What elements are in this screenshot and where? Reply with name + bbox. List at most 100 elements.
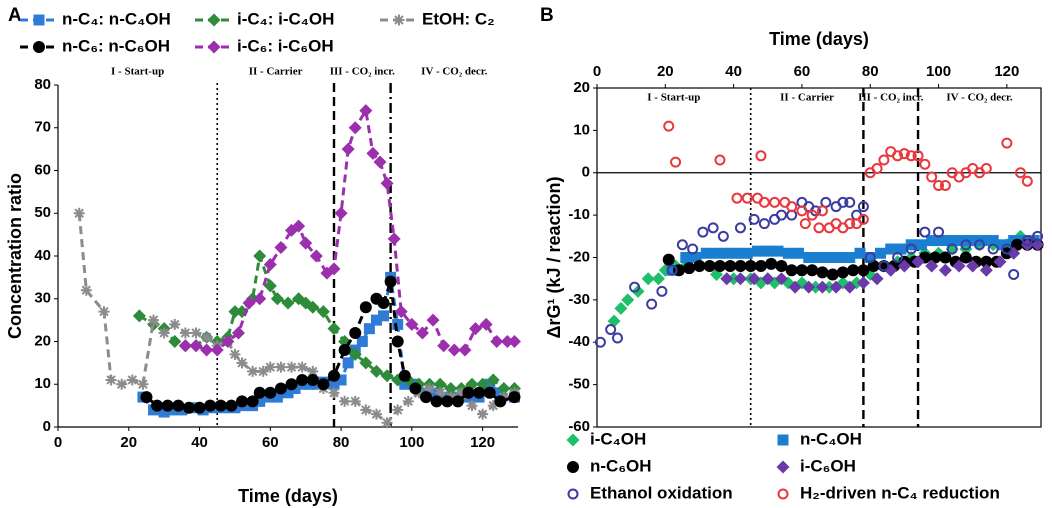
marker xyxy=(306,373,319,386)
marker xyxy=(700,247,712,259)
y-tick-label: -60 xyxy=(568,418,590,435)
phase-label: II - Carrier xyxy=(249,66,303,78)
marker xyxy=(479,317,493,331)
marker xyxy=(802,280,816,294)
marker xyxy=(680,252,692,263)
marker xyxy=(856,276,870,290)
marker xyxy=(952,259,966,273)
x-axis-title: Time (days) xyxy=(769,29,869,49)
marker xyxy=(200,343,214,357)
y-tick-label: 10 xyxy=(573,121,590,138)
legend-label: n-C₆OH xyxy=(590,456,652,475)
marker xyxy=(755,150,767,162)
marker xyxy=(874,247,886,259)
marker xyxy=(752,245,764,257)
marker xyxy=(426,313,440,327)
y-tick-label: 20 xyxy=(34,332,51,349)
marker xyxy=(641,272,655,286)
marker xyxy=(786,201,798,213)
marker xyxy=(437,339,451,353)
legend-label: i-C₄: i-C₄OH xyxy=(237,9,334,28)
marker xyxy=(497,382,511,396)
marker xyxy=(296,373,309,386)
marker xyxy=(857,201,869,213)
marker xyxy=(296,361,308,373)
marker xyxy=(823,252,835,263)
legend-marker xyxy=(207,13,221,27)
legend-marker xyxy=(777,488,789,500)
phase-label: IV - CO₂ decr. xyxy=(946,92,1012,104)
marker xyxy=(281,296,295,310)
marker xyxy=(844,252,856,263)
marker xyxy=(282,387,294,399)
marker xyxy=(741,247,753,259)
marker xyxy=(663,120,675,132)
marker xyxy=(193,401,206,414)
marker xyxy=(707,222,719,234)
marker xyxy=(380,176,394,190)
marker xyxy=(508,391,521,404)
marker xyxy=(788,280,802,294)
marker xyxy=(473,386,486,399)
marker xyxy=(469,322,483,336)
marker xyxy=(189,339,203,353)
marker xyxy=(878,154,890,166)
marker xyxy=(775,209,787,221)
marker xyxy=(378,310,390,322)
marker xyxy=(711,247,723,259)
marker xyxy=(151,399,164,412)
marker xyxy=(178,339,192,353)
marker xyxy=(190,327,202,339)
marker xyxy=(140,391,153,404)
marker xyxy=(864,252,876,263)
marker xyxy=(359,104,373,118)
marker xyxy=(806,209,818,221)
marker xyxy=(980,255,993,268)
marker xyxy=(857,264,870,277)
marker xyxy=(274,240,288,254)
y-tick-label: 50 xyxy=(34,204,51,221)
marker xyxy=(1021,235,1033,247)
marker xyxy=(966,259,980,273)
legend-label: i-C₆: i-C₆OH xyxy=(237,36,334,55)
marker xyxy=(402,395,414,407)
marker xyxy=(466,400,478,412)
marker xyxy=(785,264,798,277)
marker xyxy=(926,235,938,247)
marker xyxy=(980,163,992,175)
marker xyxy=(693,259,706,272)
marker xyxy=(359,356,373,370)
marker xyxy=(857,213,869,225)
panel-label: A xyxy=(8,5,22,26)
marker xyxy=(434,387,446,399)
marker xyxy=(731,247,743,259)
marker xyxy=(236,395,248,408)
marker xyxy=(148,314,160,326)
marker xyxy=(275,361,287,373)
marker xyxy=(264,361,276,373)
marker xyxy=(843,280,857,294)
marker xyxy=(690,252,702,263)
marker xyxy=(720,272,734,286)
marker xyxy=(168,335,182,348)
marker xyxy=(656,285,668,297)
marker xyxy=(363,323,375,335)
phase-label: I - Start-up xyxy=(647,92,700,104)
marker xyxy=(683,262,696,275)
marker xyxy=(946,235,958,247)
marker xyxy=(433,377,447,391)
marker xyxy=(231,326,245,340)
marker xyxy=(257,365,269,377)
marker xyxy=(242,296,256,310)
marker xyxy=(405,317,419,331)
marker xyxy=(327,322,341,336)
legend-label: Ethanol oxidation xyxy=(590,483,733,502)
marker xyxy=(370,408,382,420)
marker xyxy=(158,327,170,339)
marker xyxy=(614,301,628,315)
legend-label: n-C₄OH xyxy=(800,429,862,448)
marker xyxy=(204,399,217,412)
marker xyxy=(507,335,521,348)
marker xyxy=(484,378,496,390)
